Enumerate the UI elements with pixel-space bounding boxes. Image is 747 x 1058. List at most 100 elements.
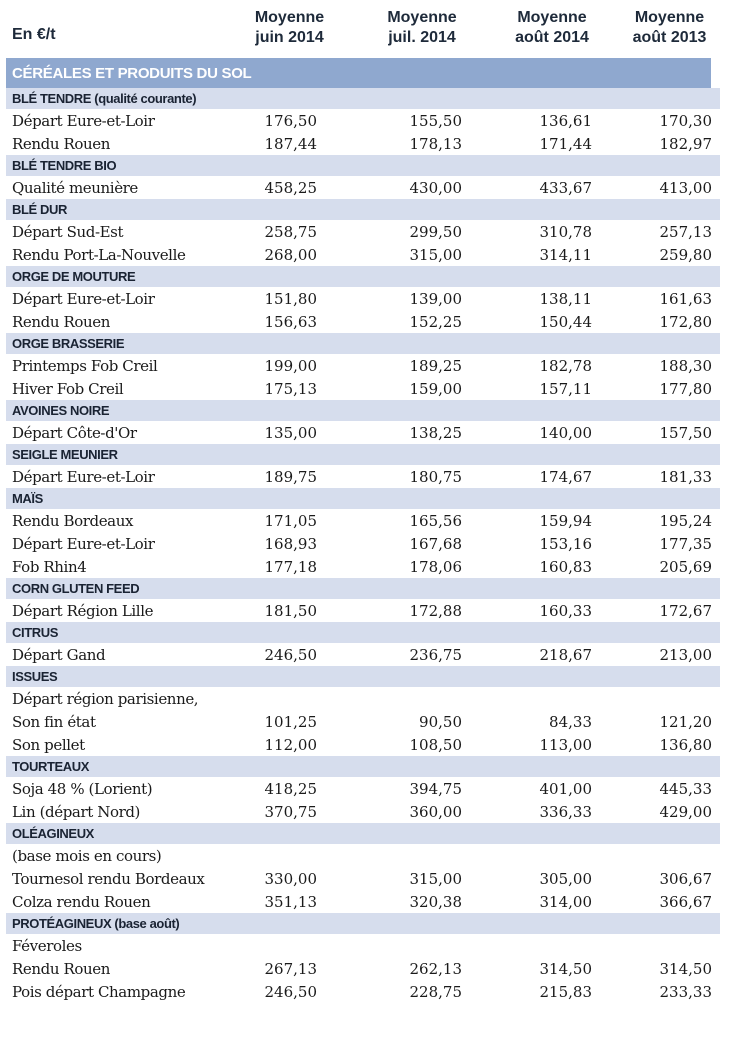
price-cell: 108,50 xyxy=(409,735,463,754)
row-label: Rendu Port-La-Nouvelle xyxy=(12,245,186,264)
price-cell: 351,13 xyxy=(264,892,318,911)
table-header: En €/t Moyenne juin 2014 Moyenne juil. 2… xyxy=(0,0,747,52)
table-row: Son pellet 112,00 108,50 113,00 136,80 xyxy=(6,733,720,756)
price-cell: 305,00 xyxy=(539,869,593,888)
table-row: Son fin état 101,25 90,50 84,33 121,20 xyxy=(6,710,720,733)
row-label: Soja 48 % (Lorient) xyxy=(12,779,153,798)
table-row: Rendu Rouen 267,13 262,13 314,50 314,50 xyxy=(6,957,720,980)
table-body: BLÉ TENDRE (qualité courante) Départ Eure… xyxy=(0,88,747,1003)
price-cell: 315,00 xyxy=(409,869,463,888)
price-cell: 168,93 xyxy=(264,534,318,553)
price-cell: 174,67 xyxy=(539,467,593,486)
price-cell: 189,25 xyxy=(409,356,463,375)
row-label: Fob Rhin4 xyxy=(12,557,87,576)
price-cell: 394,75 xyxy=(409,779,463,798)
row-label: Départ région parisienne, xyxy=(12,689,199,708)
price-cell: 189,75 xyxy=(264,467,318,486)
category-band: ORGE BRASSERIE xyxy=(6,333,720,354)
price-cell: 188,30 xyxy=(659,356,713,375)
price-cell: 138,25 xyxy=(409,423,463,442)
category-band: ISSUES xyxy=(6,666,720,687)
row-label: Départ Côte-d'Or xyxy=(12,423,137,442)
price-cell: 401,00 xyxy=(539,779,593,798)
price-cell: 445,33 xyxy=(659,779,713,798)
price-cell: 84,33 xyxy=(549,712,592,731)
price-cell: 178,13 xyxy=(409,134,463,153)
price-cell: 366,67 xyxy=(659,892,713,911)
price-cell: 150,44 xyxy=(539,312,593,331)
category-band: SEIGLE MEUNIER xyxy=(6,444,720,465)
price-cell: 170,30 xyxy=(659,111,713,130)
price-cell: 113,00 xyxy=(539,735,593,754)
price-cell: 180,75 xyxy=(409,467,463,486)
price-cell: 171,44 xyxy=(539,134,593,153)
price-cell: 153,16 xyxy=(539,534,593,553)
row-label: Féveroles xyxy=(12,936,82,955)
price-cell: 138,11 xyxy=(539,289,593,308)
price-cell: 136,61 xyxy=(539,111,593,130)
table-row: Départ Côte-d'Or 135,00 138,25 140,00 157,50 xyxy=(6,421,720,444)
table-row: Colza rendu Rouen 351,13 320,38 314,00 366,6… xyxy=(6,890,720,913)
price-cell: 314,50 xyxy=(539,959,593,978)
column-header-aout-2013: Moyenne août 2013 xyxy=(632,9,707,46)
price-cell: 228,75 xyxy=(409,982,463,1001)
price-cell: 458,25 xyxy=(264,178,318,197)
unit-label: En €/t xyxy=(12,26,56,43)
price-cell: 370,75 xyxy=(264,802,318,821)
table-row: Rendu Bordeaux 171,05 165,56 159,94 195,24 xyxy=(6,509,720,532)
price-cell: 172,80 xyxy=(659,312,713,331)
table-row: Printemps Fob Creil 199,00 189,25 182,78 188… xyxy=(6,354,720,377)
price-cell: 152,25 xyxy=(409,312,463,331)
row-label: Départ Eure-et-Loir xyxy=(12,534,155,553)
category-band: BLÉ TENDRE (qualité courante) xyxy=(6,88,720,109)
category-band: BLÉ TENDRE BIO xyxy=(6,155,720,176)
table-row: Départ Eure-et-Loir 189,75 180,75 174,67 181… xyxy=(6,465,720,488)
price-cell: 177,80 xyxy=(659,379,713,398)
price-cell: 156,63 xyxy=(264,312,318,331)
table-row: Hiver Fob Creil 175,13 159,00 157,11 177,80 xyxy=(6,377,720,400)
table-row: Rendu Rouen 187,44 178,13 171,44 182,97 xyxy=(6,132,720,155)
price-cell: 418,25 xyxy=(264,779,318,798)
price-cell: 159,00 xyxy=(409,379,463,398)
category-band: PROTÉAGINEUX (base août) xyxy=(6,913,720,934)
price-cell: 236,75 xyxy=(409,645,463,664)
table-row: Qualité meunière 458,25 430,00 433,67 413,00 xyxy=(6,176,720,199)
price-cell: 160,33 xyxy=(539,601,593,620)
column-header-juin-2014: Moyenne juin 2014 xyxy=(254,9,325,46)
price-cell: 172,67 xyxy=(659,601,713,620)
price-cell: 171,05 xyxy=(264,511,318,530)
price-cell: 213,00 xyxy=(659,645,713,664)
category-band: ORGE DE MOUTURE xyxy=(6,266,720,287)
table-row: Rendu Rouen 156,63 152,25 150,44 172,80 xyxy=(6,310,720,333)
price-cell: 330,00 xyxy=(264,869,318,888)
table-row: Départ Gand 246,50 236,75 218,67 213,00 xyxy=(6,643,720,666)
price-cell: 336,33 xyxy=(539,802,593,821)
table-row: Départ région parisienne, xyxy=(6,687,720,710)
row-label: Départ Région Lille xyxy=(12,601,154,620)
row-label: Hiver Fob Creil xyxy=(12,379,124,398)
price-cell: 172,88 xyxy=(409,601,463,620)
price-cell: 182,97 xyxy=(659,134,713,153)
price-cell: 177,35 xyxy=(659,534,713,553)
price-cell: 430,00 xyxy=(409,178,463,197)
price-cell: 258,75 xyxy=(264,222,318,241)
category-band: BLÉ DUR xyxy=(6,199,720,220)
category-band: AVOINES NOIRE xyxy=(6,400,720,421)
price-cell: 199,00 xyxy=(264,356,318,375)
price-cell: 187,44 xyxy=(264,134,318,153)
price-cell: 167,68 xyxy=(409,534,463,553)
price-cell: 135,00 xyxy=(264,423,318,442)
table-row: Départ Sud-Est 258,75 299,50 310,78 257,13 xyxy=(6,220,720,243)
table-row: Départ Région Lille 181,50 172,88 160,33 172… xyxy=(6,599,720,622)
price-cell: 310,78 xyxy=(539,222,593,241)
price-cell: 90,50 xyxy=(419,712,462,731)
price-cell: 433,67 xyxy=(539,178,593,197)
table-row: Départ Eure-et-Loir 151,80 139,00 138,11 161… xyxy=(6,287,720,310)
price-cell: 101,25 xyxy=(264,712,318,731)
section-title: CÉRÉALES ET PRODUITS DU SOL xyxy=(6,58,711,88)
table-row: Lin (départ Nord) 370,75 360,00 336,33 429,0… xyxy=(6,800,720,823)
price-cell: 177,18 xyxy=(264,557,318,576)
price-cell: 257,13 xyxy=(659,222,713,241)
price-cell: 360,00 xyxy=(409,802,463,821)
